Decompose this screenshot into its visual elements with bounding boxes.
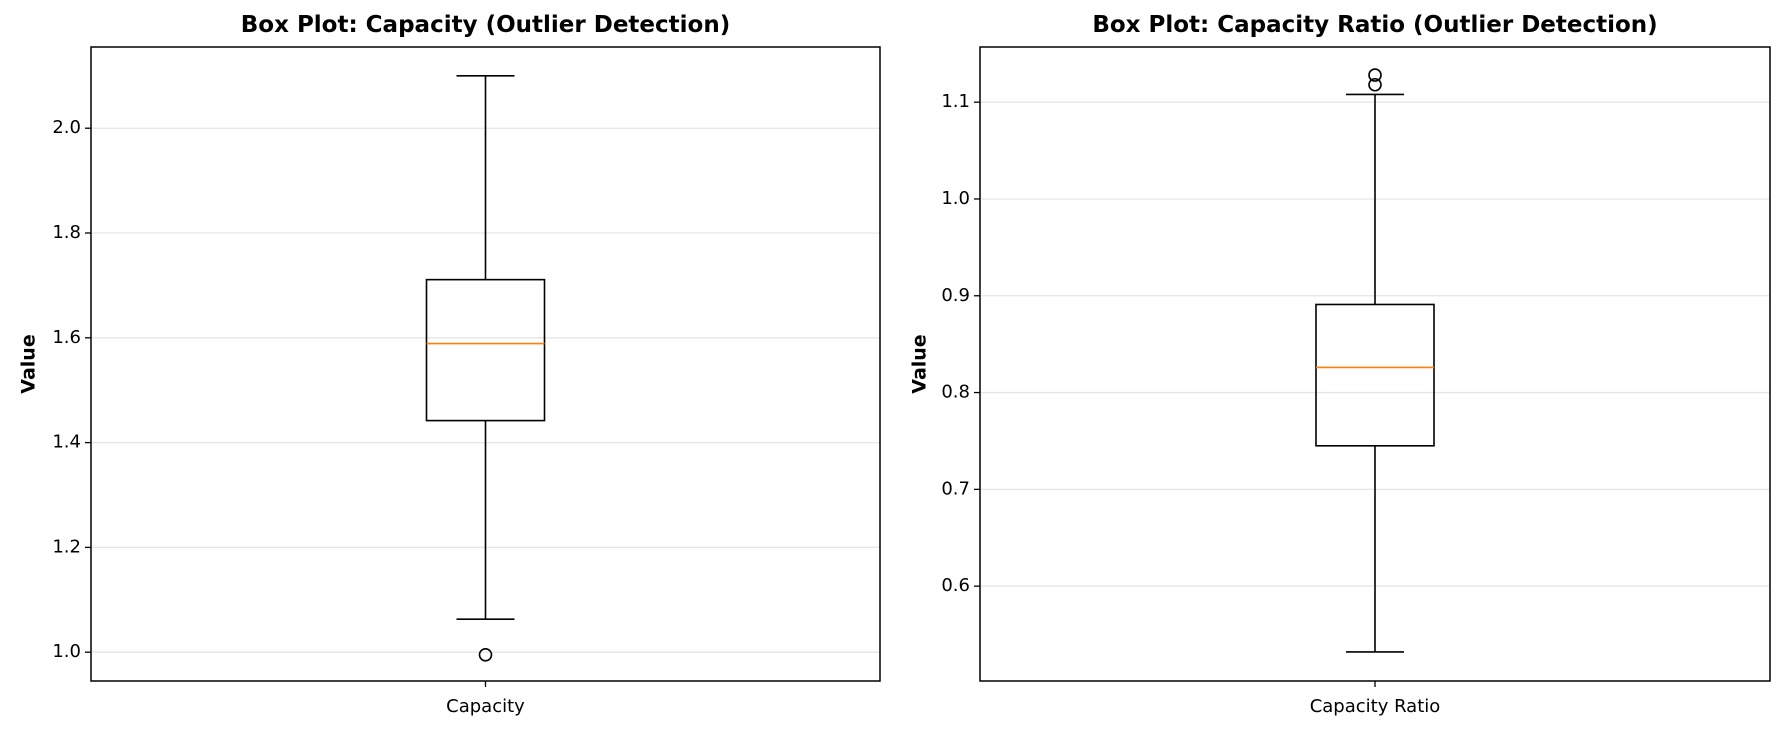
y-tick-label: 1.0 — [941, 188, 970, 209]
plot-frame — [90, 46, 881, 682]
outlier-point — [478, 648, 493, 662]
y-tick-label: 1.6 — [52, 327, 81, 348]
y-tick-label: 0.8 — [941, 382, 970, 403]
chart-panel-capacity: Box Plot: Capacity (Outlier Detection) V… — [18, 12, 881, 717]
y-axis-label: Value — [909, 334, 931, 393]
y-axis-label: Value — [18, 334, 40, 393]
y-tick-label: 1.4 — [52, 432, 81, 453]
y-ticks: 1.0 1.2 1.4 1.6 1.8 2.0 — [52, 117, 91, 662]
y-tick-label: 1.1 — [941, 91, 970, 112]
box-plot: Capacity — [425, 75, 546, 717]
y-tick-label: 1.0 — [52, 641, 81, 662]
y-tick-label: 0.7 — [941, 478, 970, 499]
y-tick-label: 1.2 — [52, 536, 81, 557]
y-tick-label: 2.0 — [52, 117, 81, 138]
y-tick-label: 0.9 — [941, 285, 970, 306]
iqr-box — [1315, 303, 1435, 447]
plot-frame — [979, 46, 1771, 682]
chart-title: Box Plot: Capacity (Outlier Detection) — [241, 12, 730, 38]
outlier-point — [1368, 77, 1382, 92]
outlier-point — [1368, 68, 1382, 82]
x-tick-label: Capacity — [446, 696, 525, 717]
y-tick-label: 0.6 — [941, 575, 970, 596]
chart-title: Box Plot: Capacity Ratio (Outlier Detect… — [1092, 12, 1657, 38]
chart-panel-capacity-ratio: Box Plot: Capacity Ratio (Outlier Detect… — [909, 12, 1771, 717]
y-tick-label: 1.8 — [52, 222, 81, 243]
y-ticks: 0.6 0.7 0.8 0.9 1.0 1.1 — [941, 91, 980, 596]
box-plot: Capacity Ratio — [1310, 68, 1441, 717]
x-tick-label: Capacity Ratio — [1310, 696, 1441, 717]
iqr-box — [425, 278, 546, 422]
